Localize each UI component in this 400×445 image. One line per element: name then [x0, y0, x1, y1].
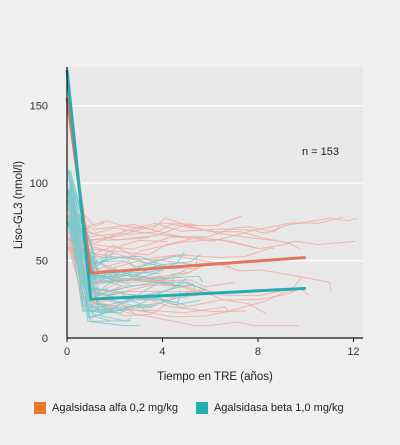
sample-size-annotation: n = 153 [302, 146, 339, 158]
alfa-patient-line-37 [69, 198, 105, 228]
alfa-patient-line-38 [70, 192, 310, 309]
alfa-patient-line-33 [69, 202, 301, 250]
alfa-patient-line-7 [69, 242, 332, 292]
beta-patient-line-38 [68, 198, 188, 312]
alfa-patient-line-13 [69, 196, 150, 241]
beta-patient-line-29 [69, 179, 115, 264]
legend-swatch-alfa [34, 402, 46, 414]
alfa-patient-line-12 [68, 217, 276, 250]
alfa-patient-line-32 [69, 217, 358, 250]
trend-lines [65, 69, 306, 301]
legend-item-beta: Agalsidasa beta 1,0 mg/kg [195, 402, 344, 414]
beta-patient-line-42 [69, 180, 116, 291]
beta-patient-line-31 [69, 188, 187, 286]
x-tick-label-8: 8 [255, 346, 261, 358]
patient-lines [67, 168, 358, 327]
legend-label-beta: Agalsidasa beta 1,0 mg/kg [213, 402, 344, 414]
legend-label-alfa: Agalsidasa alfa 0,2 mg/kg [52, 402, 178, 414]
trend-line-beta [65, 69, 306, 301]
x-tick-label-0: 0 [64, 346, 70, 358]
y-tick-label-100: 100 [30, 178, 48, 190]
legend: Agalsidasa alfa 0,2 mg/kg Agalsidasa bet… [34, 402, 362, 414]
y-axis-title: Liso-GL3 (nmol/l) [13, 161, 25, 249]
x-tick-label-4: 4 [159, 346, 165, 358]
legend-swatch-beta [195, 402, 208, 414]
beta-patient-line-33 [69, 185, 123, 312]
beta-patient-line-36 [67, 189, 205, 295]
alfa-patient-line-30 [67, 200, 299, 327]
legend-item-alfa: Agalsidasa alfa 0,2 mg/kg [34, 402, 178, 414]
alfa-patient-line-3 [69, 237, 275, 260]
alfa-patient-line-25 [68, 201, 280, 238]
beta-patient-line-35 [68, 217, 196, 312]
tick-labels: 0 50 100 150 0 4 8 12 [30, 101, 360, 358]
beta-patient-line-44 [70, 183, 131, 285]
y-tick-label-0: 0 [42, 333, 48, 345]
x-axis-title: Tiempo en TRE (años) [157, 371, 273, 383]
beta-patient-line-0 [70, 215, 174, 304]
beta-patient-line-3 [69, 171, 204, 283]
y-tick-label-50: 50 [36, 256, 48, 268]
beta-patient-line-41 [68, 179, 122, 287]
beta-patient-line-21 [67, 215, 140, 327]
y-tick-label-150: 150 [30, 101, 48, 113]
axes [66, 67, 363, 339]
beta-patient-line-30 [68, 168, 201, 277]
alfa-patient-line-31 [69, 217, 183, 238]
x-tick-label-12: 12 [347, 346, 359, 358]
alfa-patient-line-10 [68, 215, 242, 241]
beta-patient-line-32 [68, 204, 157, 272]
